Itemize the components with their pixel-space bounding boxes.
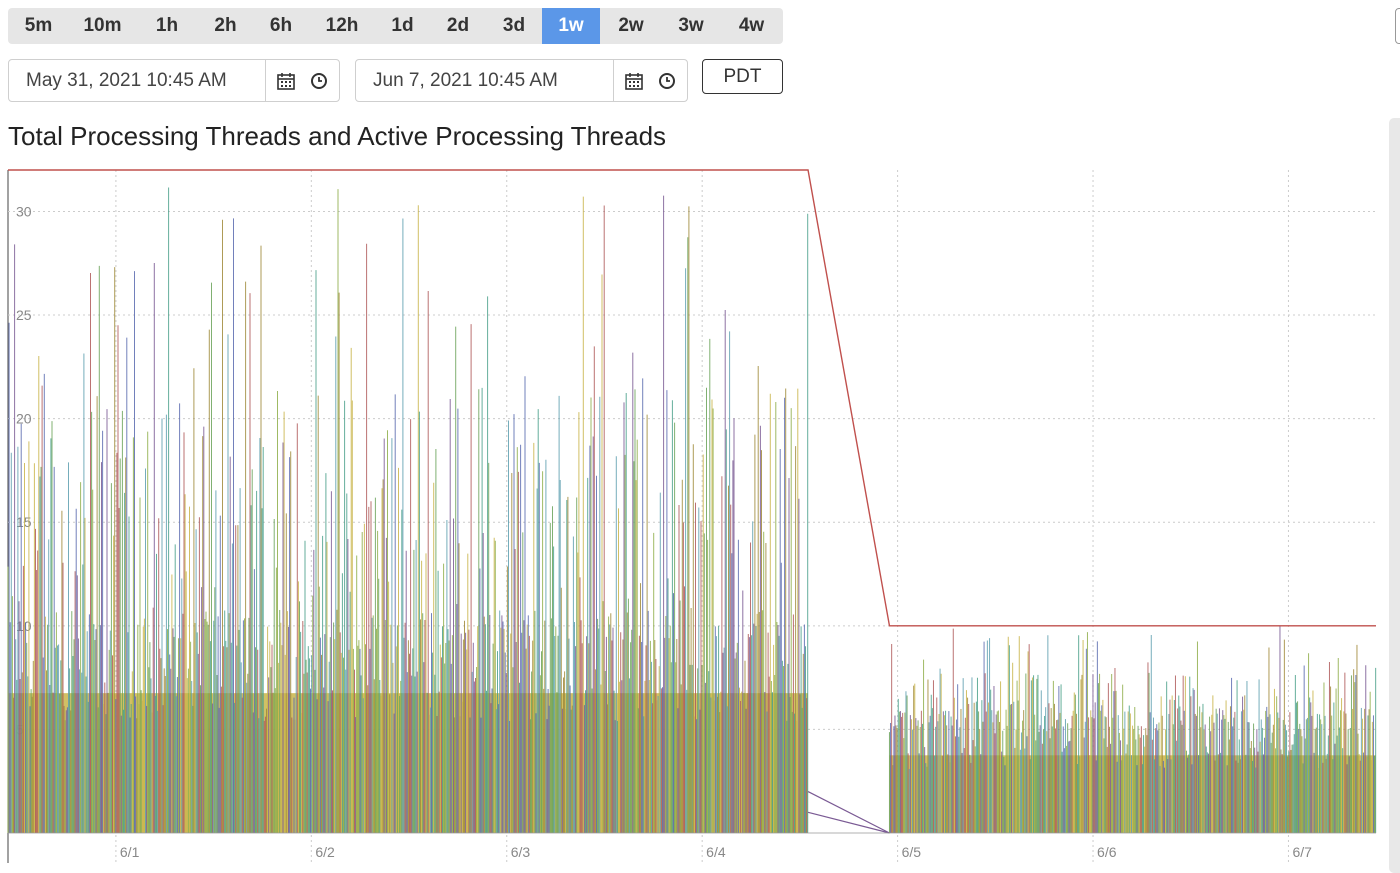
range-button-2h[interactable]: 2h bbox=[214, 15, 237, 36]
end-datetime-pickers bbox=[613, 60, 687, 101]
calendar-icon[interactable] bbox=[624, 71, 644, 91]
range-button-3w[interactable]: 3w bbox=[678, 15, 704, 36]
range-button-3d[interactable]: 3d bbox=[502, 15, 526, 36]
y-tick-label: 30 bbox=[16, 203, 32, 219]
clock-icon[interactable] bbox=[309, 71, 329, 91]
range-button-1h[interactable]: 1h bbox=[155, 15, 179, 36]
range-button-1d[interactable]: 1d bbox=[391, 15, 414, 36]
y-tick-label: 20 bbox=[16, 411, 32, 427]
x-tick-label: 6/4 bbox=[706, 844, 726, 860]
x-tick-label: 6/3 bbox=[511, 844, 531, 860]
transition-line bbox=[807, 811, 890, 834]
time-range-selector: 5m 10m 1h 2h 6h 12h 1d 2d 3d 1w 2w 3w 4w bbox=[8, 8, 783, 44]
x-tick-label: 6/1 bbox=[120, 844, 140, 860]
range-button-5m[interactable]: 5m bbox=[24, 15, 53, 36]
y-tick-label: 25 bbox=[16, 307, 32, 323]
start-datetime-field[interactable]: May 31, 2021 10:45 AM bbox=[8, 59, 340, 102]
calendar-icon[interactable] bbox=[276, 71, 296, 91]
timezone-button[interactable]: PDT bbox=[702, 59, 783, 94]
range-button-4w[interactable]: 4w bbox=[738, 15, 765, 36]
x-tick-label: 6/5 bbox=[902, 844, 922, 860]
range-button-6h[interactable]: 6h bbox=[269, 15, 293, 36]
partial-button[interactable] bbox=[1395, 8, 1400, 44]
transition-line bbox=[807, 791, 890, 834]
range-button-1w[interactable]: 1w bbox=[542, 8, 600, 44]
x-tick-label: 6/2 bbox=[315, 844, 335, 860]
range-button-12h[interactable]: 12h bbox=[325, 15, 359, 36]
clock-icon[interactable] bbox=[657, 71, 677, 91]
total-threads-line bbox=[8, 169, 1376, 627]
start-datetime-value[interactable]: May 31, 2021 10:45 AM bbox=[26, 69, 227, 91]
chart-title: Total Processing Threads and Active Proc… bbox=[8, 121, 667, 151]
end-datetime-value[interactable]: Jun 7, 2021 10:45 AM bbox=[373, 69, 558, 91]
x-tick-label: 6/6 bbox=[1097, 844, 1117, 860]
range-button-2d[interactable]: 2d bbox=[446, 15, 470, 36]
y-tick-label: 15 bbox=[16, 514, 32, 530]
range-button-2w[interactable]: 2w bbox=[618, 15, 644, 36]
start-datetime-pickers bbox=[265, 60, 339, 101]
threads-chart: 510152025306/16/26/36/46/56/66/7 bbox=[7, 169, 1377, 863]
x-tick-label: 6/7 bbox=[1292, 844, 1312, 860]
scrollbar[interactable] bbox=[1389, 118, 1400, 873]
range-button-10m[interactable]: 10m bbox=[83, 15, 122, 36]
end-datetime-field[interactable]: Jun 7, 2021 10:45 AM bbox=[355, 59, 688, 102]
